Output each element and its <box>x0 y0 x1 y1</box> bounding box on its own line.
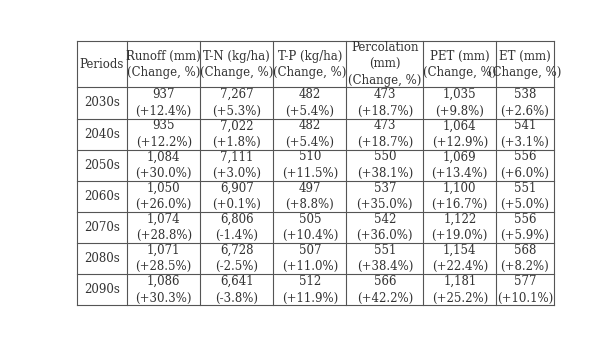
Text: 1,064
(+12.9%): 1,064 (+12.9%) <box>432 119 488 149</box>
Text: 473
(+18.7%): 473 (+18.7%) <box>357 88 413 118</box>
Text: 1,035
(+9.8%): 1,035 (+9.8%) <box>435 88 484 118</box>
Text: 1,100
(+16.7%): 1,100 (+16.7%) <box>432 181 488 211</box>
Text: 482
(+5.4%): 482 (+5.4%) <box>285 119 335 149</box>
Text: Periods: Periods <box>80 58 124 71</box>
Text: 1,084
(+30.0%): 1,084 (+30.0%) <box>135 151 192 180</box>
Text: 542
(+36.0%): 542 (+36.0%) <box>357 213 413 242</box>
Text: T-P (kg/ha)
(Change, %): T-P (kg/ha) (Change, %) <box>273 49 347 79</box>
Text: 7,111
(+3.0%): 7,111 (+3.0%) <box>212 151 261 180</box>
Text: 505
(+10.4%): 505 (+10.4%) <box>282 213 338 242</box>
Text: ET (mm)
(Change, %): ET (mm) (Change, %) <box>488 49 561 79</box>
Text: 6,907
(+0.1%): 6,907 (+0.1%) <box>212 181 261 211</box>
Text: 2080s: 2080s <box>84 252 120 265</box>
Text: 7,022
(+1.8%): 7,022 (+1.8%) <box>212 119 261 149</box>
Text: 482
(+5.4%): 482 (+5.4%) <box>285 88 335 118</box>
Text: 6,728
(-2.5%): 6,728 (-2.5%) <box>215 244 258 273</box>
Text: 6,806
(-1.4%): 6,806 (-1.4%) <box>215 213 258 242</box>
Text: 551
(+38.4%): 551 (+38.4%) <box>357 244 413 273</box>
Text: 1,086
(+30.3%): 1,086 (+30.3%) <box>135 275 192 305</box>
Text: PET (mm)
(Change, %): PET (mm) (Change, %) <box>423 49 496 79</box>
Text: 556
(+6.0%): 556 (+6.0%) <box>501 151 549 180</box>
Text: 1,050
(+26.0%): 1,050 (+26.0%) <box>135 181 192 211</box>
Text: 538
(+2.6%): 538 (+2.6%) <box>501 88 549 118</box>
Text: Percolation
(mm)
(Change, %): Percolation (mm) (Change, %) <box>348 41 421 87</box>
Text: 473
(+18.7%): 473 (+18.7%) <box>357 119 413 149</box>
Text: 2070s: 2070s <box>84 221 120 234</box>
Text: 512
(+11.9%): 512 (+11.9%) <box>282 275 338 305</box>
Text: 2050s: 2050s <box>84 159 120 172</box>
Text: 2090s: 2090s <box>84 283 120 296</box>
Text: Runoff (mm)
(Change, %): Runoff (mm) (Change, %) <box>126 49 201 79</box>
Text: 1,154
(+22.4%): 1,154 (+22.4%) <box>432 244 488 273</box>
Text: 568
(+8.2%): 568 (+8.2%) <box>501 244 549 273</box>
Text: 2030s: 2030s <box>84 96 120 109</box>
Text: 566
(+42.2%): 566 (+42.2%) <box>357 275 413 305</box>
Text: 510
(+11.5%): 510 (+11.5%) <box>282 151 338 180</box>
Text: 1,181
(+25.2%): 1,181 (+25.2%) <box>432 275 488 305</box>
Text: 2040s: 2040s <box>84 128 120 141</box>
Text: T-N (kg/ha)
(Change, %): T-N (kg/ha) (Change, %) <box>200 49 274 79</box>
Text: 556
(+5.9%): 556 (+5.9%) <box>501 213 549 242</box>
Text: 1,071
(+28.5%): 1,071 (+28.5%) <box>135 244 192 273</box>
Text: 577
(+10.1%): 577 (+10.1%) <box>497 275 553 305</box>
Text: 6,641
(-3.8%): 6,641 (-3.8%) <box>215 275 258 305</box>
Text: 1,122
(+19.0%): 1,122 (+19.0%) <box>432 213 488 242</box>
Text: 537
(+35.0%): 537 (+35.0%) <box>357 181 413 211</box>
Text: 507
(+11.0%): 507 (+11.0%) <box>282 244 338 273</box>
Text: 7,267
(+5.3%): 7,267 (+5.3%) <box>212 88 261 118</box>
Text: 2060s: 2060s <box>84 190 120 203</box>
Text: 541
(+3.1%): 541 (+3.1%) <box>501 119 549 149</box>
Text: 551
(+5.0%): 551 (+5.0%) <box>501 181 549 211</box>
Text: 935
(+12.2%): 935 (+12.2%) <box>136 119 192 149</box>
Text: 1,074
(+28.8%): 1,074 (+28.8%) <box>136 213 192 242</box>
Text: 497
(+8.8%): 497 (+8.8%) <box>285 181 335 211</box>
Text: 937
(+12.4%): 937 (+12.4%) <box>135 88 192 118</box>
Text: 1,069
(+13.4%): 1,069 (+13.4%) <box>432 151 488 180</box>
Text: 550
(+38.1%): 550 (+38.1%) <box>357 151 413 180</box>
